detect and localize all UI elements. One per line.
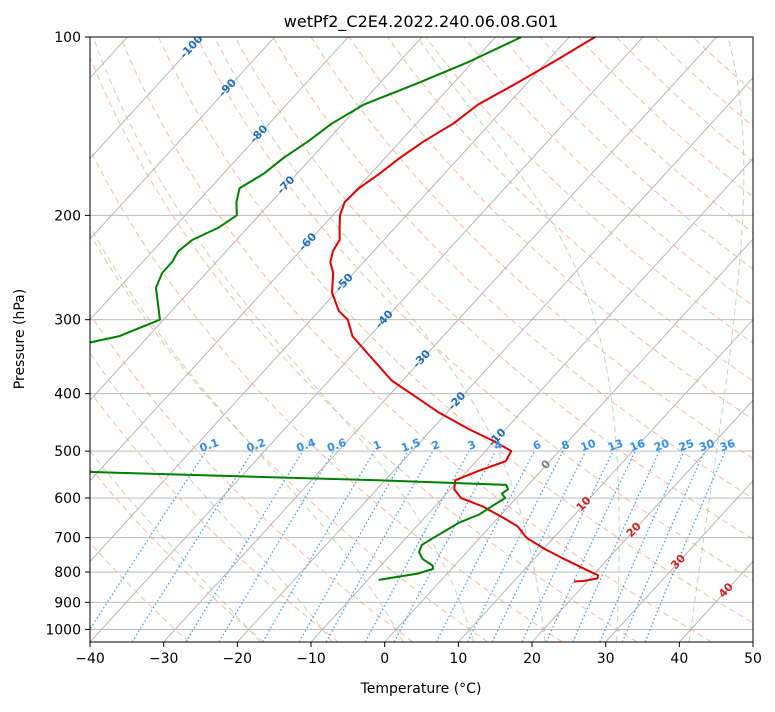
y-tick-label: 400 [54,387,81,403]
x-tick-label: −40 [75,651,105,667]
x-tick-label: 50 [744,651,762,667]
y-tick-label: 600 [54,491,81,507]
y-tick-label: 1000 [45,622,81,638]
y-tick-label: 300 [54,313,81,329]
y-tick-label: 100 [54,30,81,46]
x-tick-label: −20 [223,651,253,667]
y-axis-label: Pressure (hPa) [12,289,28,389]
y-tick-label: 200 [54,208,81,224]
x-axis-label: Temperature (°C) [360,681,482,697]
x-tick-label: 30 [597,651,615,667]
x-tick-label: 20 [523,651,541,667]
x-tick-label: −10 [296,651,326,667]
x-tick-label: 40 [670,651,688,667]
chart-title: wetPf2_C2E4.2022.240.06.08.G01 [284,12,558,32]
y-tick-label: 700 [54,531,81,547]
y-tick-label: 500 [54,444,81,460]
y-tick-label: 800 [54,565,81,581]
x-tick-label: 0 [380,651,389,667]
y-tick-label: 900 [54,595,81,611]
x-tick-label: −30 [149,651,179,667]
x-tick-label: 10 [449,651,467,667]
